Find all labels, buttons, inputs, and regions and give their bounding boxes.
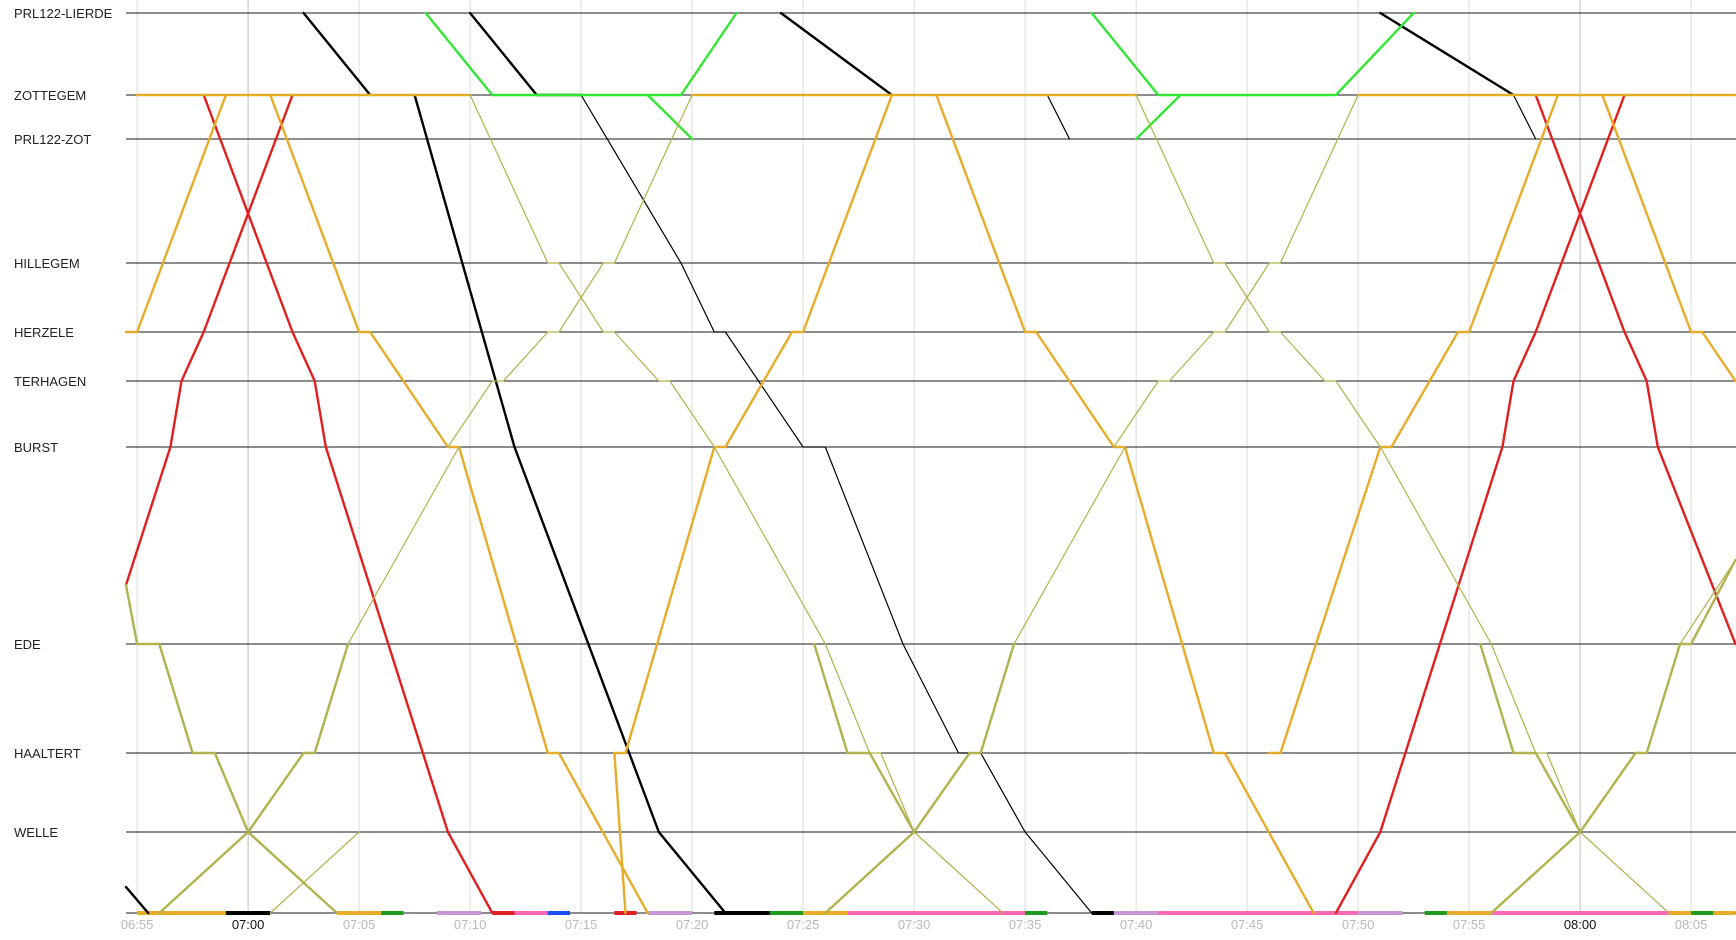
time-tick-label: 07:45: [1231, 917, 1264, 932]
stripe-segment: [1446, 911, 1492, 915]
train-path-green: [646, 93, 694, 141]
stripe-segment: [1491, 911, 1669, 915]
train-path-green: [1090, 11, 1415, 97]
stripe-segment: [336, 911, 382, 915]
train-path-black: [1512, 94, 1537, 140]
station-label: WELLE: [14, 825, 58, 840]
stripe-segment: [1113, 911, 1159, 915]
train-path-green: [424, 11, 738, 97]
stripe-segment: [225, 911, 271, 915]
train-path-black: [413, 93, 727, 915]
stripe-segment: [1668, 911, 1692, 915]
station-label: ZOTTEGEM: [14, 88, 86, 103]
station-label: TERHAGEN: [14, 374, 86, 389]
train-path-black: [1046, 94, 1071, 140]
train-path-olive: [447, 94, 693, 448]
time-gridlines: [136, 0, 1692, 913]
axis-labels: 06:55 07:00 07:05 07:10 07:15 07:20 07:25 07:30…: [14, 6, 1707, 932]
train-path-green: [1134, 93, 1182, 141]
station-label: HILLEGEM: [14, 256, 80, 271]
train-path-olive: [824, 642, 1016, 915]
station-label: EDE: [14, 637, 41, 652]
stripe-segment: [769, 911, 804, 915]
station-rows: [126, 12, 1736, 914]
time-tick-label: 07:15: [565, 917, 598, 932]
train-path-olive: [1679, 559, 1736, 645]
train-path-olive: [1490, 558, 1736, 915]
train-path-olive: [158, 642, 350, 915]
train-path-orange: [1601, 93, 1736, 383]
time-tick-label: 07:40: [1120, 917, 1153, 932]
train-path-red: [1534, 93, 1736, 646]
stripe-segment: [1691, 911, 1714, 915]
time-tick-label: 07:30: [898, 917, 931, 932]
train-path-red: [124, 93, 294, 587]
stripe-segment: [1713, 911, 1736, 915]
train-path-olive: [1135, 94, 1670, 914]
stripe-segment: [714, 911, 781, 915]
train-path-orange: [613, 93, 894, 915]
time-tick-label: 06:55: [121, 917, 154, 932]
stripe-segment: [1158, 911, 1359, 915]
time-tick-label: 07:00: [232, 917, 265, 932]
station-label: HAALTERT: [14, 746, 81, 761]
stripe-segment: [847, 911, 1026, 915]
stripe-segment: [137, 911, 226, 915]
train-path-olive: [347, 446, 460, 645]
train-path-olive: [124, 583, 339, 915]
train-path-orange: [935, 93, 1315, 915]
train-path-olive: [1113, 94, 1359, 448]
train-paths: [124, 11, 1736, 915]
train-path-black: [124, 885, 150, 915]
train-path-black: [1379, 11, 1515, 97]
train-path-black: [580, 94, 1093, 914]
time-tick-label: 07:25: [787, 917, 820, 932]
station-label: PRL122-ZOT: [14, 132, 91, 147]
train-path-olive: [269, 831, 360, 914]
time-tick-label: 07:35: [1009, 917, 1042, 932]
train-path-orange: [124, 93, 228, 334]
station-label: HERZELE: [14, 325, 74, 340]
stripe-segment: [1091, 911, 1114, 915]
station-label: PRL122-LIERDE: [14, 6, 113, 21]
stripe-segment: [514, 911, 548, 915]
time-tick-label: 07:50: [1342, 917, 1375, 932]
train-path-olive: [1478, 642, 1582, 834]
time-tick-label: 07:55: [1453, 917, 1486, 932]
time-tick-label: 07:05: [343, 917, 376, 932]
bottom-occupation-stripe: [137, 911, 1736, 915]
train-path-red: [1334, 93, 1626, 915]
station-label: BURST: [14, 440, 58, 455]
train-path-orange: [1268, 93, 1560, 755]
train-path-black: [468, 11, 583, 97]
stripe-segment: [1358, 911, 1403, 915]
stripe-segment: [436, 911, 482, 915]
time-tick-label: 08:05: [1675, 917, 1708, 932]
stripe-segment: [492, 911, 515, 915]
stripe-segment: [1025, 911, 1048, 915]
stripe-segment: [1424, 911, 1447, 915]
stripe-segment: [381, 911, 404, 915]
time-tick-label: 07:10: [454, 917, 487, 932]
train-path-olive: [1013, 446, 1126, 645]
train-path-olive: [813, 642, 916, 834]
train-path-orange: [269, 93, 649, 915]
train-path-black: [302, 11, 372, 97]
train-path-olive: [469, 94, 1004, 914]
time-tick-label: 07:20: [676, 917, 709, 932]
time-tick-label: 08:00: [1564, 917, 1597, 932]
train-path-red: [202, 93, 494, 915]
stripe-segment: [547, 911, 570, 915]
stripe-segment: [647, 911, 693, 915]
train-path-black: [779, 11, 894, 97]
